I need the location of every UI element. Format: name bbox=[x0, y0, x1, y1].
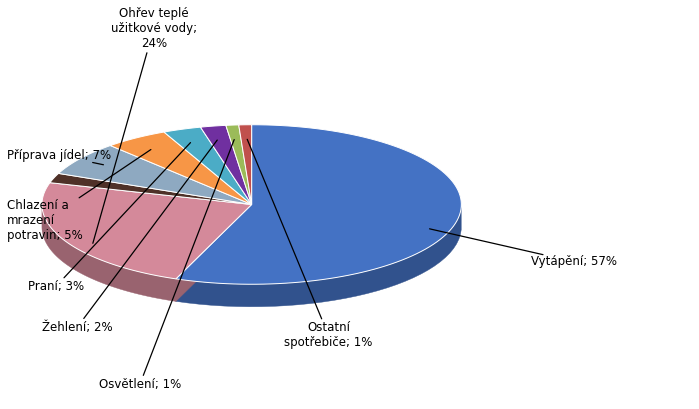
Text: Chlazení a
mrazení
potravin; 5%: Chlazení a mrazení potravin; 5% bbox=[7, 150, 151, 243]
Polygon shape bbox=[42, 204, 176, 301]
Polygon shape bbox=[239, 125, 252, 204]
Polygon shape bbox=[59, 146, 252, 204]
Text: Příprava jídel; 7%: Příprava jídel; 7% bbox=[7, 149, 111, 165]
Text: Ohřev teplé
užitkové vody;
24%: Ohřev teplé užitkové vody; 24% bbox=[93, 7, 197, 243]
Polygon shape bbox=[176, 204, 252, 301]
Polygon shape bbox=[226, 125, 252, 204]
Polygon shape bbox=[42, 183, 252, 279]
Polygon shape bbox=[176, 125, 461, 284]
Text: Osvětlení; 1%: Osvětlení; 1% bbox=[99, 139, 234, 391]
Polygon shape bbox=[164, 127, 252, 204]
Text: Ostatní
spotřebiče; 1%: Ostatní spotřebiče; 1% bbox=[247, 139, 373, 349]
Polygon shape bbox=[201, 125, 252, 204]
Text: Žehlení; 2%: Žehlení; 2% bbox=[42, 140, 217, 334]
Text: Praní; 3%: Praní; 3% bbox=[28, 143, 191, 293]
Polygon shape bbox=[50, 173, 252, 204]
Text: Vytápění; 57%: Vytápění; 57% bbox=[430, 229, 617, 268]
Polygon shape bbox=[176, 207, 461, 307]
Polygon shape bbox=[110, 132, 252, 204]
Polygon shape bbox=[176, 204, 252, 301]
